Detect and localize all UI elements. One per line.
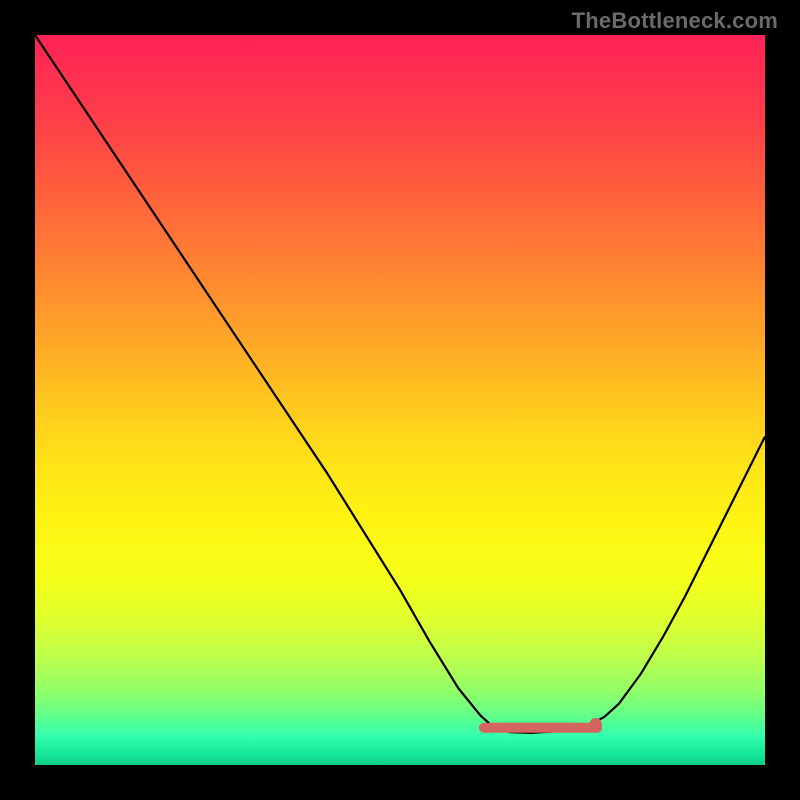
chart-frame: TheBottleneck.com bbox=[0, 0, 800, 800]
gradient-background bbox=[35, 35, 765, 765]
watermark-text: TheBottleneck.com bbox=[572, 8, 778, 34]
plot-area bbox=[35, 35, 765, 765]
flat-band-end-marker bbox=[589, 718, 601, 730]
chart-svg bbox=[35, 35, 765, 765]
